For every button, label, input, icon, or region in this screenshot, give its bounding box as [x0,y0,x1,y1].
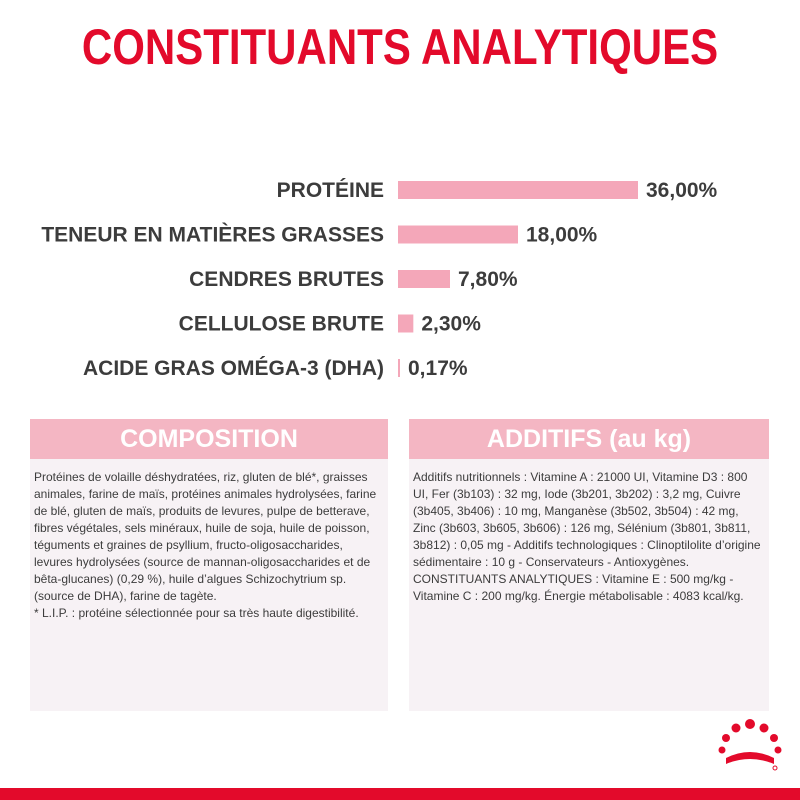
data-label: 18,00% [526,224,598,247]
bar [398,225,518,244]
data-label: 0,17% [408,357,468,380]
page-title: CONSTITUANTS ANALYTIQUES [81,19,719,75]
composition-header: COMPOSITION [30,419,388,459]
category-label: PROTÉINE [277,179,384,202]
category-label: CELLULOSE BRUTE [179,313,384,336]
composition-header-label: COMPOSITION [120,424,298,453]
bar [398,181,638,199]
composition-panel: Protéines de volaille déshydratées, riz,… [30,459,388,711]
category-label: CENDRES BRUTES [189,268,384,291]
category-label: ACIDE GRAS OMÉGA-3 (DHA) [83,357,384,380]
nutrition-bar-chart: PROTÉINE 36,00% TENEUR EN MATIÈRES GRASSES… [41,179,718,380]
bar [398,270,450,288]
bar [398,359,400,377]
category-label: TENEUR EN MATIÈRES GRASSES [41,224,384,247]
royal-canin-crown-icon [718,719,782,771]
data-label: 36,00% [646,179,718,202]
additifs-header: ADDITIFS (au kg) [409,419,769,459]
additifs-panel: Additifs nutritionnels : Vitamine A : 21… [409,459,769,711]
bottom-brand-bar [0,788,800,800]
composition-text: Protéines de volaille déshydratées, riz,… [34,470,380,603]
bar [398,314,414,333]
additifs-header-label: ADDITIFS (au kg) [486,424,692,453]
data-label: 7,80% [458,268,518,291]
data-label: 2,30% [421,313,481,336]
composition-note: * L.I.P. : protéine sélectionnée pour sa… [34,606,359,620]
additifs-text: Additifs nutritionnels : Vitamine A : 21… [413,470,764,603]
